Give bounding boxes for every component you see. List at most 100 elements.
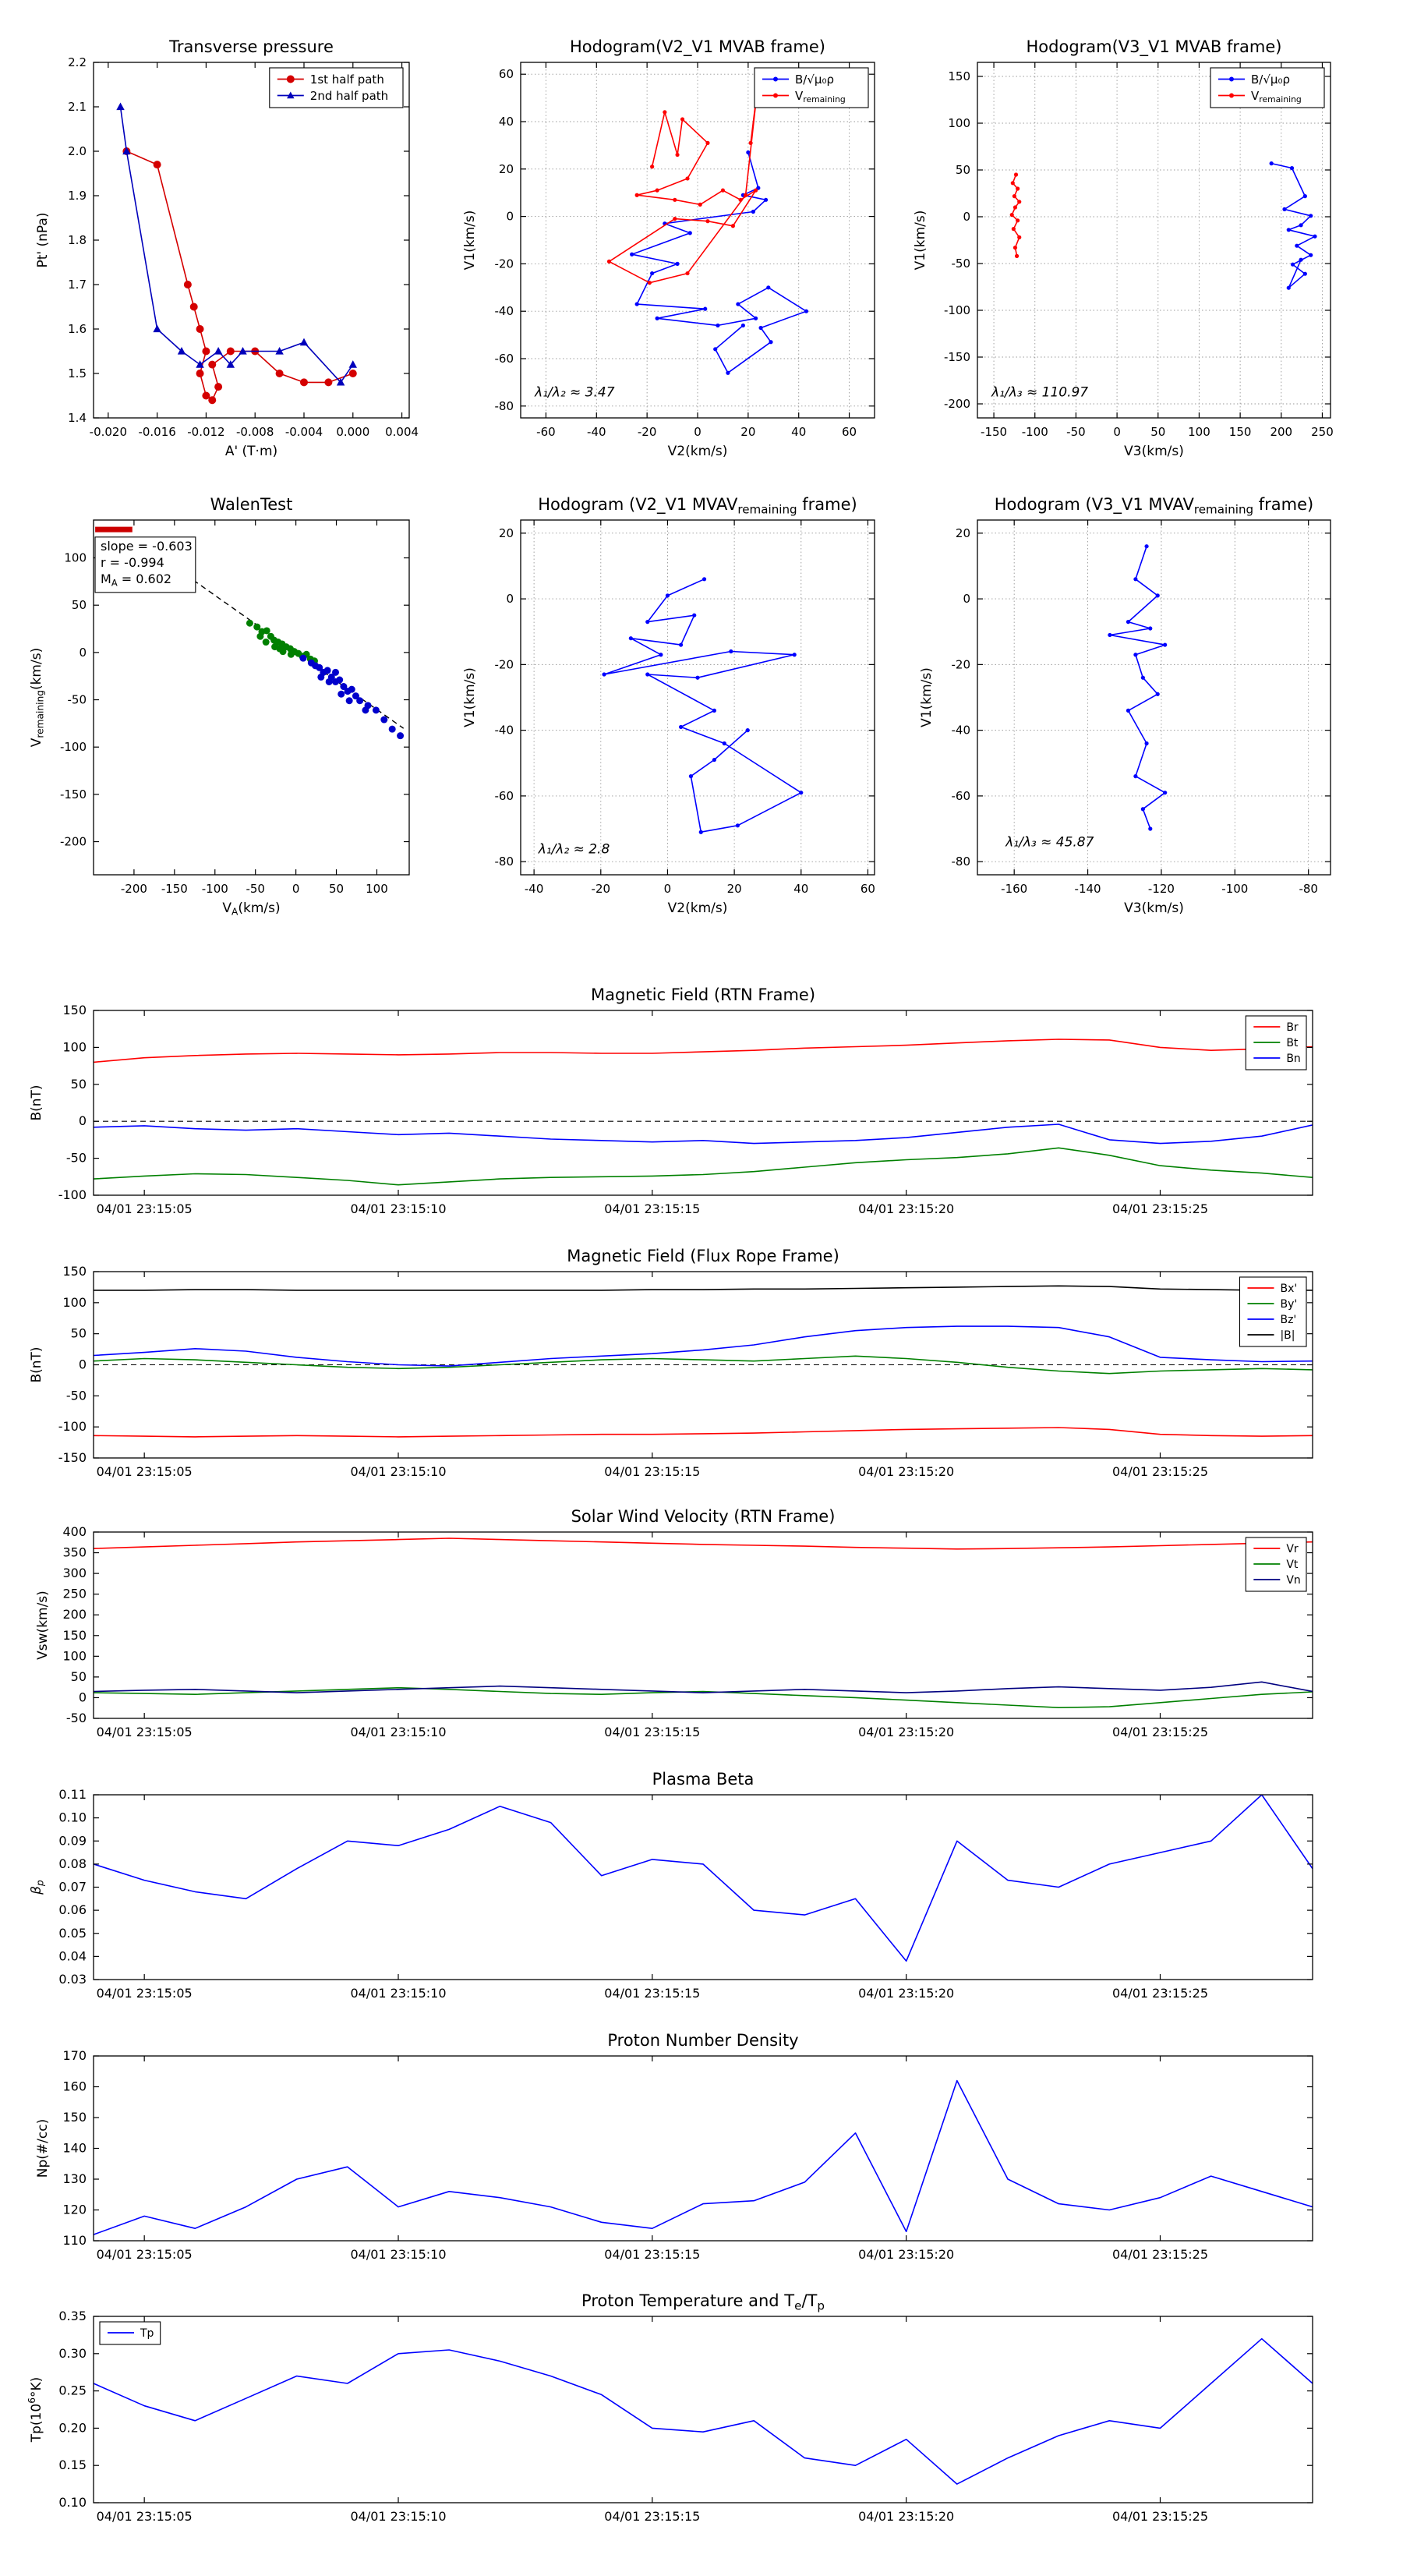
svg-text:0.10: 0.10 [58,2495,87,2510]
transverse-pressure-series-second-half-path [116,102,358,386]
walen-test-xlabel: VA(km/s) [222,901,280,918]
svg-text:0: 0 [664,882,672,896]
svg-text:04/01 23:15:05: 04/01 23:15:05 [97,1464,193,1479]
walen-test-series-second-half-points [299,654,405,740]
svg-text:-60: -60 [495,789,514,803]
panel-mag-field-rtn: 04/01 23:15:05 04/01 23:15:10 04/01 23:15:… [29,985,1313,1216]
svg-text:-200: -200 [121,882,147,896]
svg-text:150: 150 [62,1003,87,1017]
svg-text:1.5: 1.5 [68,366,87,380]
svg-text:0: 0 [79,1113,87,1128]
vsw-rtn-ylabel: Vsw(km/s) [35,1591,51,1660]
transverse-pressure-series-first-half-path [122,147,357,405]
svg-text:100: 100 [62,1295,87,1310]
hodogram-v2v1-mvav-annotation: λ₁/λ₂ ≈ 2.8 [538,842,610,858]
svg-text:-150: -150 [60,787,87,801]
mag-field-fr-series-Bx-prime [94,1427,1313,1438]
svg-text:-150: -150 [58,1450,87,1465]
svg-text:150: 150 [948,69,970,83]
hodogram-v3v1-mvab-ylabel: V1(km/s) [913,211,928,271]
svg-text:-100: -100 [944,303,970,317]
svg-text:04/01 23:15:05: 04/01 23:15:05 [97,1201,193,1216]
hodogram-v2v1-mvab-axes: -60 -40 -20 0 20 40 60 -80 -60 -40 -20 0 20 40 60 [495,62,875,439]
panel-hodogram-v2v1-mvab: -60 -40 -20 0 20 40 60 -80 -60 -40 -20 0 20 40 60 Hodog… [462,37,875,459]
vsw-rtn-series-Vn [94,1681,1313,1693]
mag-field-rtn-legend: Br Bt Bn [1245,1015,1307,1070]
hodogram-v3v1-mvab-title: Hodogram(V3_V1 MVAB frame) [1027,37,1282,57]
svg-text:100: 100 [1188,425,1210,439]
mag-field-fr-series-By-prime [94,1355,1313,1375]
svg-text:2nd half path: 2nd half path [310,89,388,103]
svg-text:50: 50 [956,163,970,177]
hodogram-v2v1-mvav-title: Hodogram (V2_V1 MVAVremaining frame) [538,495,857,517]
proton-temp-ylabel: Tp(106°K) [27,2377,44,2443]
svg-text:60: 60 [861,882,875,896]
walen-test-stats-line: slope = -0.603 [101,539,193,554]
hodogram-v3v1-mvav-grid [977,520,1331,875]
svg-text:-100: -100 [1221,882,1248,896]
svg-text:04/01 23:15:10: 04/01 23:15:10 [350,1201,446,1216]
svg-text:20: 20 [727,882,742,896]
svg-text:150: 150 [62,2110,87,2125]
svg-text:40: 40 [499,115,514,129]
mag-field-rtn-ylabel: B(nT) [29,1085,44,1120]
svg-text:200: 200 [1270,425,1292,439]
mag-field-fr-axes: 04/01 23:15:05 04/01 23:15:10 04/01 23:15:… [58,1264,1313,1479]
hodogram-v2v1-mvab-series-B-field [630,150,809,375]
svg-text:04/01 23:15:10: 04/01 23:15:10 [350,1464,446,1479]
svg-text:04/01 23:15:20: 04/01 23:15:20 [858,2247,954,2262]
svg-text:-20: -20 [495,657,514,671]
svg-text:0.20: 0.20 [58,2420,87,2435]
svg-text:-40: -40 [495,304,514,318]
panel-hodogram-v3v1-mvav: -160 -140 -120 -100 -80 -80 -60 -40 -20 0 20 Hodogr… [919,495,1331,916]
svg-text:04/01 23:15:05: 04/01 23:15:05 [97,1986,193,2001]
plasma-beta-ylabel: βp [29,1880,46,1895]
svg-text:-150: -150 [981,425,1007,439]
svg-text:04/01 23:15:25: 04/01 23:15:25 [1112,1725,1208,1739]
panel-walen-test: -200 -150 -100 -50 0 50 100 -200 -150 -100 -50 0 50 1… [29,495,410,918]
svg-text:50: 50 [72,598,87,612]
plasma-beta-series-beta-p [94,1795,1313,1962]
svg-text:04/01 23:15:15: 04/01 23:15:15 [604,1201,700,1216]
svg-text:04/01 23:15:10: 04/01 23:15:10 [350,2509,446,2524]
svg-text:04/01 23:15:10: 04/01 23:15:10 [350,1725,446,1739]
svg-text:2.0: 2.0 [68,144,87,158]
svg-text:0.35: 0.35 [58,2309,87,2323]
walen-test-frame [93,519,410,876]
hodogram-v2v1-mvav-series-V-remaining [602,577,804,834]
svg-text:0.30: 0.30 [58,2346,87,2361]
panel-mag-field-fr: 04/01 23:15:05 04/01 23:15:10 04/01 23:15:… [29,1247,1313,1479]
svg-text:-40: -40 [952,724,971,738]
mag-field-rtn-axes: 04/01 23:15:05 04/01 23:15:10 04/01 23:15:… [58,1003,1313,1216]
svg-text:130: 130 [62,2171,87,2186]
svg-text:400: 400 [62,1524,87,1539]
proton-temp-axes: 04/01 23:15:05 04/01 23:15:10 04/01 23:15:… [58,2309,1313,2524]
svg-text:-140: -140 [1075,882,1101,896]
svg-text:0.06: 0.06 [58,1902,87,1917]
panel-transverse-pressure: -0.020 -0.016 -0.012 -0.008 -0.004 0.000 0.004… [35,37,419,459]
walen-test-stats-line: r = -0.994 [101,555,164,570]
svg-text:Bx': Bx' [1280,1283,1297,1295]
plasma-beta-axes: 04/01 23:15:05 04/01 23:15:10 04/01 23:15:… [58,1787,1313,2001]
hodogram-v3v1-mvab-legend: B/√μ₀ρ Vremaining [1210,67,1325,108]
svg-text:Bz': Bz' [1280,1314,1296,1326]
svg-text:0.07: 0.07 [58,1880,87,1895]
hodogram-v3v1-mvab-series-B-field [1269,161,1317,290]
transverse-pressure-legend: 1st half path 2nd half path [269,67,404,108]
walen-test-stats-box [94,536,196,593]
proton-temp-legend: Tp [99,2321,161,2345]
svg-text:04/01 23:15:25: 04/01 23:15:25 [1112,1464,1208,1479]
svg-text:40: 40 [791,425,806,439]
panel-proton-temp: 04/01 23:15:05 04/01 23:15:10 04/01 23:15:… [27,2291,1313,2524]
hodogram-v3v1-mvab-frame [977,62,1331,419]
svg-text:20: 20 [499,162,514,176]
proton-density-title: Proton Number Density [607,2031,798,2050]
svg-text:1.9: 1.9 [68,189,87,203]
svg-text:0: 0 [963,210,970,224]
svg-text:-100: -100 [202,882,228,896]
svg-text:-150: -150 [161,882,188,896]
svg-text:50: 50 [329,882,344,896]
vsw-rtn-series-Vt [94,1686,1313,1708]
hodogram-v2v1-mvab-xlabel: V2(km/s) [668,444,728,459]
